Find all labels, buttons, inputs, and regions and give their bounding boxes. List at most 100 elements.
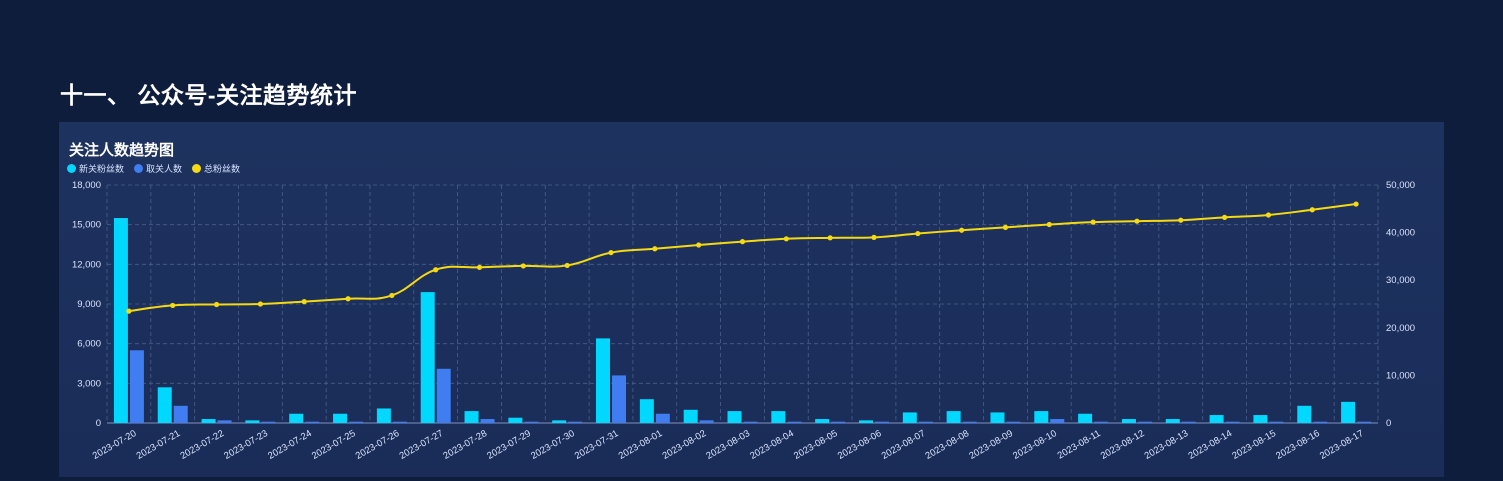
- x-axis-tick: 2023-07-25: [310, 428, 358, 462]
- point-total-followers: [915, 230, 921, 237]
- legend-unfollows-swatch: [134, 164, 144, 173]
- bar-unfollows: [699, 420, 714, 423]
- point-total-followers: [871, 234, 877, 240]
- legend-unfollows-label: 取关人数: [146, 164, 183, 174]
- bar-unfollows: [918, 421, 933, 423]
- bar-unfollows: [349, 421, 364, 423]
- x-axis-tick: 2023-08-12: [1099, 428, 1147, 462]
- bar-unfollows: [655, 413, 670, 423]
- x-axis-tick: 2023-07-29: [485, 428, 533, 462]
- x-axis-tick: 2023-07-30: [529, 428, 577, 462]
- point-total-followers: [1002, 224, 1009, 230]
- bar-unfollows: [217, 420, 232, 423]
- point-total-followers: [301, 299, 307, 305]
- right-axis-tick: 50,000: [1386, 180, 1415, 191]
- point-total-followers: [126, 308, 132, 314]
- point-total-followers: [827, 235, 833, 241]
- bar-new-followers: [1253, 415, 1268, 423]
- x-axis-tick: 2023-08-06: [836, 428, 884, 462]
- point-total-followers: [1046, 221, 1052, 228]
- bar-new-followers: [552, 420, 567, 423]
- point-total-followers: [696, 242, 702, 248]
- bar-new-followers: [771, 411, 786, 423]
- point-total-followers: [1090, 219, 1096, 225]
- legend-total-followers-swatch: [192, 164, 202, 173]
- bar-unfollows: [129, 350, 144, 423]
- bar-new-followers: [245, 420, 260, 423]
- bar-unfollows: [392, 421, 407, 423]
- legend-total-followers-label: 总粉丝数: [204, 164, 241, 174]
- chart-legend: 新关粉丝数 取关人数 总粉丝数: [67, 162, 240, 175]
- bar-new-followers: [639, 399, 654, 423]
- right-axis-tick: 10,000: [1386, 370, 1415, 381]
- bar-unfollows: [1006, 421, 1021, 423]
- point-total-followers: [520, 263, 526, 269]
- right-axis-tick: 20,000: [1386, 323, 1415, 334]
- trend-chart: 0 3,000 6,000 9,000 12,000 15,000 18,000 0 10,00…: [72, 180, 1415, 462]
- x-axis-tick: 2023-07-26: [354, 428, 402, 462]
- x-axis-tick: 2023-08-08: [924, 428, 972, 462]
- x-axis-tick: 2023-08-09: [967, 428, 1015, 462]
- bar-unfollows: [436, 368, 451, 423]
- bar-unfollows: [1094, 421, 1109, 423]
- point-total-followers: [1222, 214, 1228, 220]
- bar-unfollows: [743, 421, 758, 423]
- x-axis-tick: 2023-08-13: [1143, 428, 1191, 462]
- x-axis-tick: 2023-08-02: [661, 428, 709, 462]
- point-total-followers: [783, 236, 789, 242]
- left-axis-tick: 18,000: [72, 180, 101, 191]
- legend-item-unfollows[interactable]: 取关人数: [134, 162, 182, 175]
- point-total-followers: [1134, 218, 1140, 224]
- chart-panel: 关注人数趋势图 新关粉丝数 取关人数 总粉丝数 0 3,000 6,000 9,000…: [59, 122, 1444, 477]
- point-total-followers: [1178, 217, 1184, 223]
- bar-unfollows: [1137, 421, 1152, 423]
- bar-unfollows: [480, 419, 495, 423]
- point-total-followers: [213, 301, 220, 308]
- bar-new-followers: [1209, 415, 1224, 423]
- line-total-followers: [128, 203, 1357, 313]
- bar-new-followers: [1078, 413, 1093, 423]
- bar-unfollows: [524, 421, 539, 423]
- point-total-followers: [608, 249, 614, 256]
- legend-item-new-followers[interactable]: 新关粉丝数: [67, 162, 124, 175]
- bar-new-followers: [858, 420, 873, 423]
- point-total-followers: [476, 264, 483, 270]
- bar-new-followers: [902, 412, 917, 423]
- bar-unfollows: [612, 375, 627, 423]
- bar-unfollows: [1313, 421, 1328, 423]
- legend-item-total-followers[interactable]: 总粉丝数: [192, 162, 240, 175]
- point-total-followers: [389, 292, 395, 299]
- point-total-followers: [739, 239, 746, 245]
- bar-unfollows: [831, 421, 846, 423]
- x-axis-tick: 2023-07-31: [573, 428, 621, 462]
- bar-unfollows: [261, 421, 276, 423]
- bar-unfollows: [1269, 421, 1284, 423]
- right-axis-tick: 0: [1386, 418, 1391, 429]
- point-total-followers: [1353, 201, 1359, 207]
- point-total-followers: [959, 227, 965, 233]
- x-axis-tick: 2023-08-15: [1230, 428, 1278, 462]
- left-axis-tick: 9,000: [77, 299, 101, 310]
- bar-new-followers: [683, 409, 698, 423]
- bar-unfollows: [787, 421, 802, 423]
- bar-unfollows: [962, 421, 977, 423]
- point-total-followers: [345, 296, 351, 302]
- legend-new-followers-label: 新关粉丝数: [79, 164, 125, 174]
- x-axis-tick: 2023-08-01: [617, 428, 665, 462]
- bar-unfollows: [874, 421, 889, 423]
- bar-new-followers: [464, 411, 479, 423]
- x-axis-tick: 2023-08-07: [880, 428, 928, 462]
- bar-unfollows: [305, 421, 320, 423]
- section-title: 十一、 公众号-关注趋势统计: [60, 82, 358, 108]
- point-total-followers: [433, 267, 439, 273]
- bar-new-followers: [596, 338, 611, 423]
- bar-new-followers: [1165, 419, 1180, 423]
- x-axis-tick: 2023-08-17: [1318, 428, 1366, 462]
- bar-new-followers: [201, 419, 216, 423]
- point-total-followers: [652, 246, 658, 252]
- x-axis-tick: 2023-07-24: [266, 428, 314, 462]
- x-axis-tick: 2023-07-22: [178, 428, 226, 462]
- point-total-followers: [1265, 212, 1272, 218]
- left-axis-tick: 6,000: [77, 339, 101, 350]
- bar-unfollows: [173, 405, 188, 423]
